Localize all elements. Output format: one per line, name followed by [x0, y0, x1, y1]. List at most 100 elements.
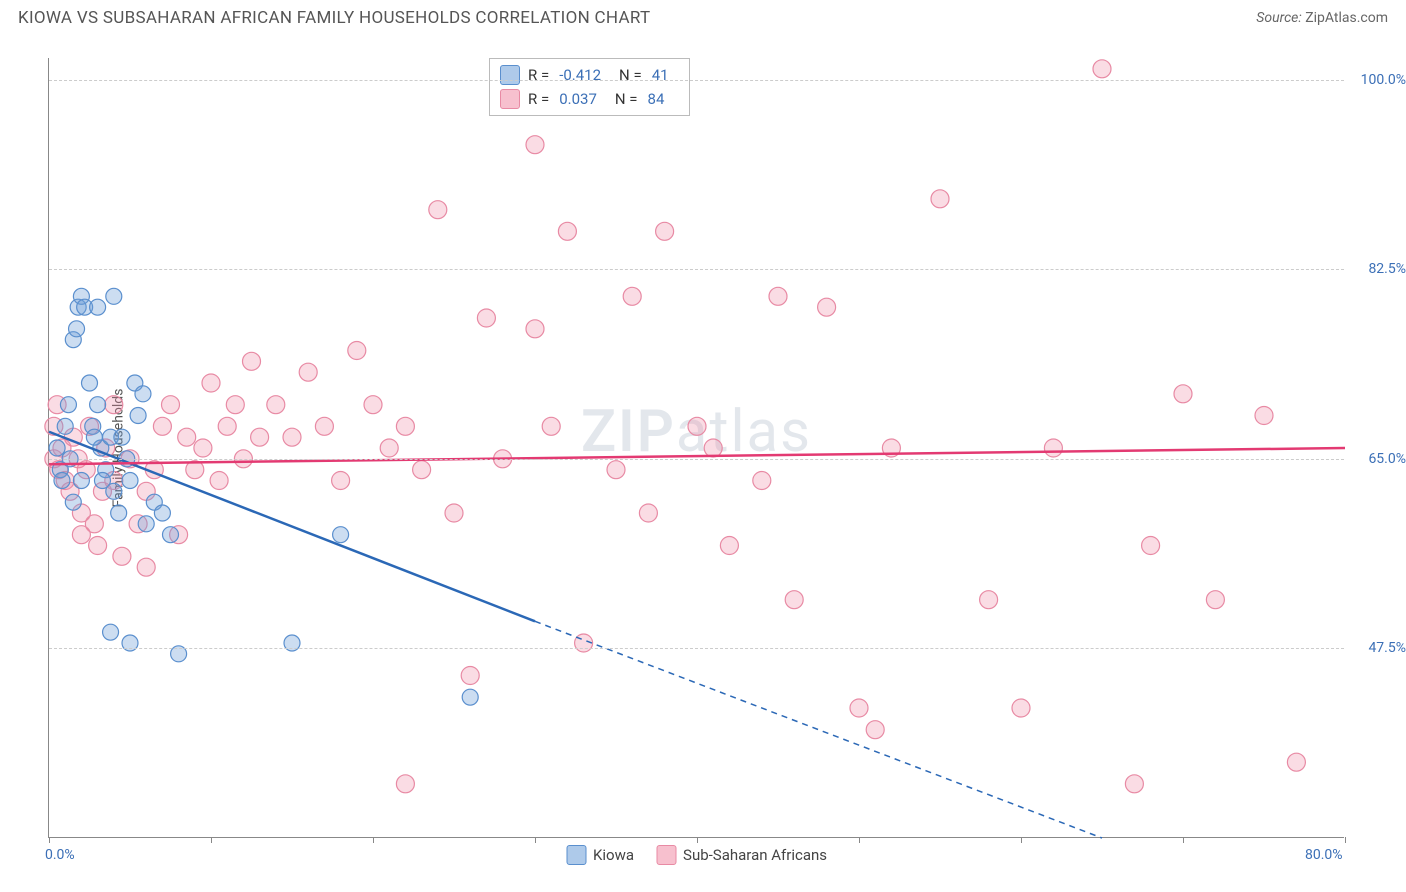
data-point	[86, 429, 102, 445]
y-tick-label: 65.0%	[1348, 451, 1406, 467]
legend-swatch-pink-bottom	[656, 845, 676, 865]
x-tick-label: 80.0%	[1305, 847, 1343, 863]
data-point	[704, 439, 722, 457]
data-point	[332, 472, 350, 490]
data-point	[526, 136, 544, 154]
x-tick	[49, 837, 50, 843]
data-point	[1174, 385, 1192, 403]
data-point	[1206, 591, 1224, 609]
data-point	[82, 375, 98, 391]
data-point	[65, 494, 81, 510]
chart-plot-area: Family Households ZIPatlas R = -0.412 N …	[48, 58, 1344, 838]
data-point	[1142, 537, 1160, 555]
data-point	[90, 397, 106, 413]
data-point	[130, 408, 146, 424]
data-point	[267, 396, 285, 414]
data-point	[299, 363, 317, 381]
data-point	[477, 309, 495, 327]
data-point	[348, 342, 366, 360]
data-point	[89, 537, 107, 555]
data-point	[769, 287, 787, 305]
source-value: ZipAtlas.com	[1305, 10, 1388, 26]
data-point	[1255, 407, 1273, 425]
x-tick	[697, 837, 698, 843]
data-point	[54, 473, 70, 489]
x-tick	[859, 837, 860, 843]
data-point	[753, 472, 771, 490]
data-point	[103, 624, 119, 640]
data-point	[243, 352, 261, 370]
data-point	[850, 699, 868, 717]
legend-label-kiowa: Kiowa	[593, 846, 634, 864]
data-point	[137, 558, 155, 576]
source-attribution: Source: ZipAtlas.com	[1256, 10, 1388, 26]
data-point	[138, 516, 154, 532]
data-point	[57, 418, 73, 434]
data-point	[49, 440, 65, 456]
data-point	[315, 417, 333, 435]
data-point	[980, 591, 998, 609]
data-point	[396, 417, 414, 435]
x-tick-label: 0.0%	[45, 847, 75, 863]
data-point	[931, 190, 949, 208]
data-point	[688, 417, 706, 435]
y-tick-label: 82.5%	[1348, 261, 1406, 277]
data-point	[194, 439, 212, 457]
data-point	[218, 417, 236, 435]
data-point	[445, 504, 463, 522]
data-point	[163, 527, 179, 543]
data-point	[1287, 753, 1305, 771]
data-point	[462, 689, 478, 705]
data-point	[396, 775, 414, 793]
gridline	[49, 459, 1344, 460]
legend-item-ssa: Sub-Saharan Africans	[656, 845, 827, 865]
data-point	[94, 473, 110, 489]
data-point	[73, 473, 89, 489]
legend-swatch-blue-bottom	[566, 845, 586, 865]
data-point	[542, 417, 560, 435]
data-point	[90, 299, 106, 315]
data-point	[785, 591, 803, 609]
data-point	[1125, 775, 1143, 793]
data-point	[69, 321, 85, 337]
scatter-svg	[49, 58, 1344, 837]
data-point	[122, 473, 138, 489]
data-point	[113, 547, 131, 565]
data-point	[364, 396, 382, 414]
data-point	[226, 396, 244, 414]
data-point	[111, 505, 127, 521]
legend-item-kiowa: Kiowa	[566, 845, 634, 865]
x-tick	[535, 837, 536, 843]
data-point	[1093, 60, 1111, 78]
x-tick	[373, 837, 374, 843]
data-point	[251, 428, 269, 446]
trend-line-extrapolated	[535, 621, 1102, 838]
data-point	[413, 461, 431, 479]
data-point	[656, 222, 674, 240]
data-point	[866, 721, 884, 739]
x-tick	[1021, 837, 1022, 843]
data-point	[818, 298, 836, 316]
data-point	[114, 429, 130, 445]
data-point	[283, 428, 301, 446]
data-point	[1044, 439, 1062, 457]
data-point	[1012, 699, 1030, 717]
data-point	[154, 505, 170, 521]
data-point	[333, 527, 349, 543]
gridline	[49, 648, 1344, 649]
x-tick	[1183, 837, 1184, 843]
data-point	[607, 461, 625, 479]
data-point	[429, 201, 447, 219]
data-point	[72, 526, 90, 544]
gridline	[49, 80, 1344, 81]
y-tick-label: 100.0%	[1348, 72, 1406, 88]
chart-header: KIOWA VS SUBSAHARAN AFRICAN FAMILY HOUSE…	[0, 0, 1406, 36]
data-point	[106, 288, 122, 304]
y-tick-label: 47.5%	[1348, 640, 1406, 656]
data-point	[461, 667, 479, 685]
legend-label-ssa: Sub-Saharan Africans	[683, 846, 827, 864]
data-point	[639, 504, 657, 522]
series-legend: Kiowa Sub-Saharan Africans	[566, 845, 827, 865]
data-point	[380, 439, 398, 457]
data-point	[105, 396, 123, 414]
